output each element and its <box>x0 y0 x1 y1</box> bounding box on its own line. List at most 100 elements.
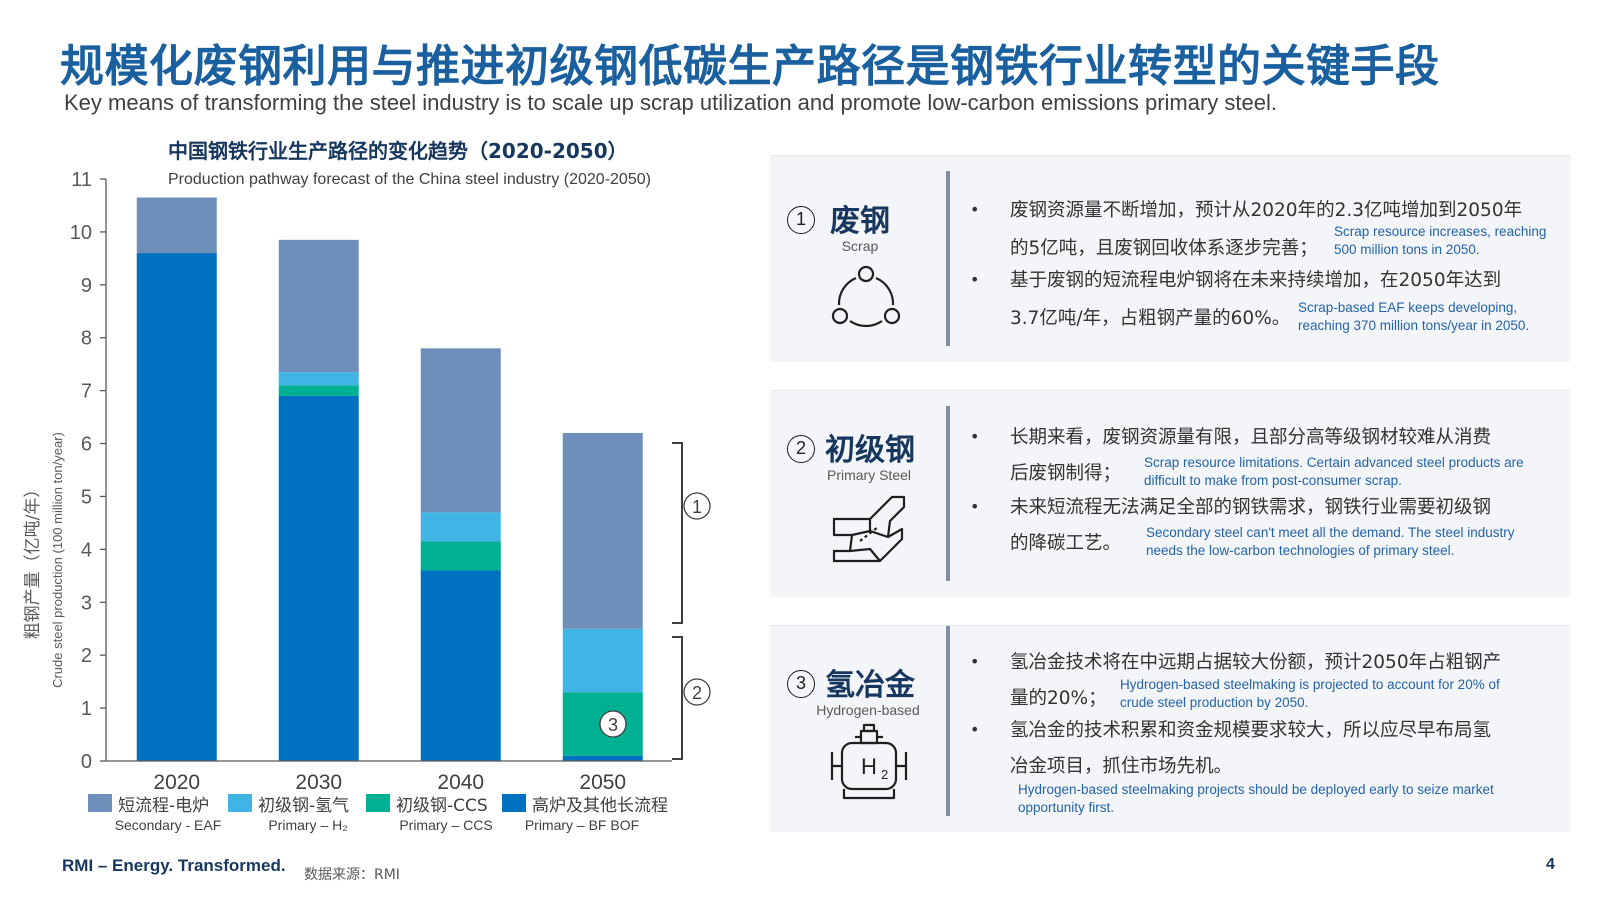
bullet-en: Scrap-based EAF keeps developing, reachi… <box>1298 300 1530 333</box>
chart-title: 中国钢铁行业生产路径的变化趋势（2020-2050） <box>168 139 628 163</box>
legend-swatch <box>366 794 390 812</box>
production-pathway-chart: 中国钢铁行业生产路径的变化趋势（2020-2050） Production pa… <box>23 139 711 833</box>
annotation-1: 1 <box>683 492 711 520</box>
svg-text:1: 1 <box>692 497 702 517</box>
legend-label: 初级钢-氢气 <box>258 796 349 816</box>
bullet-marker: • <box>970 497 980 516</box>
panel-title-cn: 氢冶金 <box>825 668 915 703</box>
page-number: 4 <box>1546 856 1555 873</box>
bar-segment <box>420 570 501 761</box>
y-tick-label: 0 <box>81 751 92 773</box>
y-tick-label: 6 <box>81 434 92 456</box>
bullet-en: Scrap resource limitations. Certain adva… <box>1144 455 1524 488</box>
legend-swatch <box>502 794 526 812</box>
bullet-marker: • <box>970 200 980 219</box>
y-tick-label: 2 <box>81 645 92 667</box>
bullet-cn-line2: 量的20%； <box>1010 688 1107 709</box>
bullet-cn-line2: 的降碳工艺。 <box>1010 533 1122 554</box>
bar-segment <box>278 372 359 386</box>
legend-label-en: Primary – H₂ <box>268 817 347 833</box>
x-tick-label: 2020 <box>153 771 200 794</box>
legend-label-en: Primary – CCS <box>399 817 492 833</box>
y-tick-label: 9 <box>81 275 92 297</box>
bullet-en: Hydrogen-based steelmaking projects shou… <box>1018 782 1494 815</box>
bar-segment <box>420 348 501 513</box>
bullet-cn-line1: 废钢资源量不断增加，预计从2020年的2.3亿吨增加到2050年 <box>1010 200 1523 221</box>
panel-divider <box>946 406 950 581</box>
y-tick-label: 1 <box>81 698 92 720</box>
bullet-cn-line2: 3.7亿吨/年，占粗钢产量的60%。 <box>1010 308 1291 329</box>
bar-segment <box>562 755 643 761</box>
bullet-cn-line1: 氢冶金的技术积累和资金规模要求较大，所以应尽早布局氢 <box>1010 720 1492 741</box>
bullet-cn-line2: 冶金项目，抓住市场先机。 <box>1010 756 1233 777</box>
x-axis: 2020 2030 2040 2050 <box>106 760 672 794</box>
bullet-en: Scrap resource increases, reaching 500 m… <box>1334 224 1547 257</box>
bullet-marker: • <box>970 270 980 289</box>
panel-divider <box>946 171 950 346</box>
y-tick-label: 8 <box>81 328 92 350</box>
x-tick-label: 2050 <box>579 771 626 794</box>
legend-label-en: Primary – BF BOF <box>525 817 639 833</box>
legend-swatch <box>228 794 252 812</box>
panel-scrap: 1 废钢 Scrap • 废钢资源量不断增加，预计从2020年的2.3亿吨增加到… <box>770 155 1570 362</box>
bullet-en: Secondary steel can't meet all the deman… <box>1146 525 1515 558</box>
panel-title-cn: 初级钢 <box>825 433 915 468</box>
footer-brand: RMI – Energy. Transformed. <box>62 856 286 875</box>
bracket-1 <box>672 442 683 624</box>
bullet-cn-line1: 氢冶金技术将在中远期占据较大份额，预计2050年占粗钢产 <box>1010 652 1502 673</box>
svg-text:3: 3 <box>608 715 618 735</box>
bullet-cn-line1: 未来短流程无法满足全部的钢铁需求，钢铁行业需要初级钢 <box>1010 497 1492 518</box>
legend-label-en: Secondary - EAF <box>115 817 222 833</box>
panel-number: 3 <box>787 670 815 698</box>
y-tick-label: 10 <box>70 222 92 244</box>
bar-segment <box>278 395 359 761</box>
bullet-marker: • <box>970 720 980 739</box>
y-tick-label: 11 <box>71 169 92 191</box>
bar-segment <box>420 512 501 542</box>
bullet-cn-line2: 的5亿吨，且废钢回收体系逐步完善； <box>1010 238 1318 259</box>
bullet-marker: • <box>970 652 980 671</box>
legend-label: 短流程-电炉 <box>118 796 209 816</box>
panel-primary-steel: 2 初级钢 Primary Steel • 长期来看，废钢资源量有限，且部分高等… <box>770 390 1570 597</box>
y-tick-label: 5 <box>81 486 92 508</box>
svg-text:2: 2 <box>692 683 702 703</box>
bars <box>136 197 643 761</box>
legend-label: 高炉及其他长流程 <box>532 796 668 816</box>
y-tick-label: 4 <box>81 539 92 561</box>
panel-number: 1 <box>787 206 815 234</box>
legend-swatch <box>88 794 112 812</box>
x-tick-label: 2030 <box>295 771 342 794</box>
bullet-cn-line2: 后废钢制得； <box>1010 463 1122 484</box>
page-title: 规模化废钢利用与推进初级钢低碳生产路径是钢铁行业转型的关键手段 <box>60 41 1440 92</box>
bracket-2 <box>672 636 683 760</box>
bullet-en: Hydrogen-based steelmaking is projected … <box>1120 677 1500 710</box>
steel-beam-icon <box>832 495 906 563</box>
chart-subtitle: Production pathway forecast of the China… <box>168 171 651 188</box>
bar-segment <box>278 239 359 373</box>
panel-title-en: Primary Steel <box>826 467 912 483</box>
y-axis-label-cn: 粗钢产量（亿吨/年） <box>23 481 43 640</box>
page-subtitle: Key means of transforming the steel indu… <box>64 90 1277 115</box>
panel-title-cn: 废钢 <box>830 204 890 239</box>
hydrogen-tank-icon: H 2 <box>830 723 908 800</box>
x-tick-label: 2040 <box>437 771 484 794</box>
bar-segment <box>420 541 501 571</box>
y-axis: 0 1 2 3 4 5 6 7 8 9 10 11 <box>70 169 107 773</box>
y-tick-label: 3 <box>81 592 92 614</box>
bar-segment <box>278 385 359 396</box>
bar-segment <box>136 197 217 254</box>
footer-source: 数据来源：RMI <box>304 867 400 883</box>
y-axis-label-en: Crude steel production (100 million ton/… <box>50 432 65 688</box>
bar-segment <box>136 253 217 761</box>
panel-number: 2 <box>787 435 815 463</box>
bullet-cn-line1: 长期来看，废钢资源量有限，且部分高等级钢材较难从消费 <box>1010 427 1492 448</box>
annotation-2: 2 <box>683 678 711 706</box>
annotation-3: 3 <box>599 710 627 738</box>
bullet-marker: • <box>970 427 980 446</box>
panel-divider <box>946 626 950 816</box>
